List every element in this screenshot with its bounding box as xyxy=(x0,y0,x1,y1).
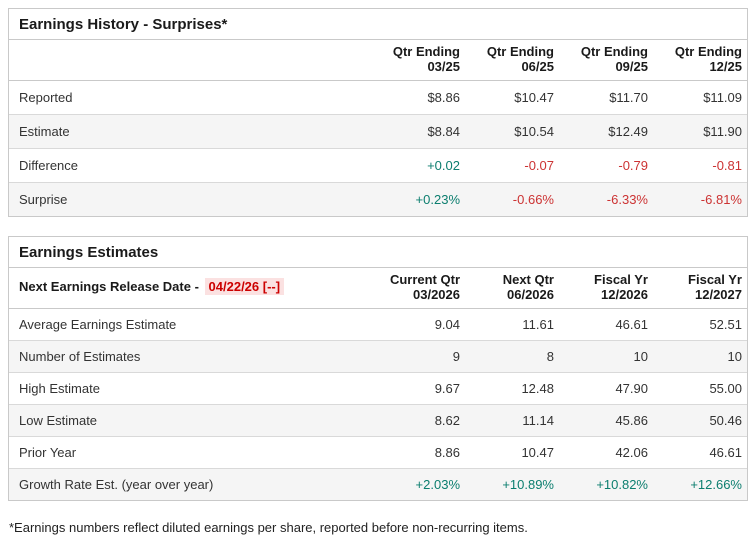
empty-header-cell xyxy=(9,40,371,80)
cell-value: 11.14 xyxy=(522,412,554,428)
cell-value: $10.54 xyxy=(514,123,554,139)
cell-value: -0.07 xyxy=(524,157,554,173)
cell-value: +10.82% xyxy=(596,476,648,492)
earnings-history-title: Earnings History - Surprises* xyxy=(9,9,747,40)
cell-value: 8 xyxy=(546,348,554,364)
table-row: Average Earnings Estimate 9.04 11.61 46.61 5… xyxy=(9,308,747,340)
cell-value: -0.81 xyxy=(712,157,742,173)
cell-value: $11.90 xyxy=(703,123,742,139)
table-row: Low Estimate 8.62 11.14 45.86 50.46 xyxy=(9,404,747,437)
cell-value: $8.86 xyxy=(427,89,460,105)
cell-value: +2.03% xyxy=(415,476,460,492)
cell-value: 8.62 xyxy=(434,412,460,428)
column-header: Fiscal Yr 12/2026 xyxy=(594,271,648,302)
earnings-estimates-section: Earnings Estimates Next Earnings Release… xyxy=(8,235,748,501)
cell-value: $11.70 xyxy=(609,89,648,105)
row-label: Prior Year xyxy=(19,444,77,460)
table-row: Prior Year 8.86 10.47 42.06 46.61 xyxy=(9,436,747,468)
cell-value: 47.90 xyxy=(615,380,648,396)
earnings-estimates-title: Earnings Estimates xyxy=(9,237,747,268)
table-row: High Estimate 9.67 12.48 47.90 55.00 xyxy=(9,372,747,404)
table-row: Number of Estimates 9 8 10 10 xyxy=(9,340,747,373)
column-header: Current Qtr 03/2026 xyxy=(389,271,460,302)
cell-value: 9 xyxy=(452,348,460,364)
table-row: Growth Rate Est. (year over year) +2.03% +… xyxy=(9,468,747,500)
cell-value: $10.47 xyxy=(514,89,554,105)
cell-value: 10 xyxy=(633,348,648,364)
earnings-history-body: Reported $8.86 $10.47 $11.70 $11.09 Estimate $… xyxy=(9,80,747,216)
cell-value: +0.02 xyxy=(427,157,460,173)
earnings-footnote: *Earnings numbers reflect diluted earnin… xyxy=(9,519,528,535)
cell-value: $12.49 xyxy=(608,123,648,139)
column-header: Qtr Ending 03/25 xyxy=(392,44,460,74)
cell-value: 52.51 xyxy=(709,316,742,332)
column-header: Qtr Ending 06/25 xyxy=(486,44,554,74)
cell-value: -6.33% xyxy=(606,191,648,207)
cell-value: 8.86 xyxy=(434,444,460,460)
cell-value: $8.84 xyxy=(427,123,460,139)
earnings-history-section: Earnings History - Surprises* Qtr Ending… xyxy=(8,8,748,217)
cell-value: $11.09 xyxy=(703,89,742,105)
next-earnings-release-date: 04/22/26 [--] xyxy=(204,278,285,296)
cell-value: 50.46 xyxy=(709,412,742,428)
row-label: Average Earnings Estimate xyxy=(19,316,177,332)
row-label: High Estimate xyxy=(19,380,100,396)
cell-value: 46.61 xyxy=(709,444,742,460)
cell-value: -6.81% xyxy=(700,191,742,207)
earnings-estimates-body: Average Earnings Estimate 9.04 11.61 46.61 5… xyxy=(9,308,747,500)
row-label: Low Estimate xyxy=(19,412,98,428)
next-earnings-release-cell: Next Earnings Release Date - 04/22/26 [-… xyxy=(9,268,371,308)
cell-value: 9.04 xyxy=(434,316,460,332)
row-label: Reported xyxy=(19,89,73,105)
row-label: Number of Estimates xyxy=(19,348,141,364)
table-row: Estimate $8.84 $10.54 $12.49 $11.90 xyxy=(9,114,747,149)
row-label: Surprise xyxy=(19,191,68,207)
cell-value: 12.48 xyxy=(521,380,554,396)
table-row: Difference +0.02 -0.07 -0.79 -0.81 xyxy=(9,148,747,182)
cell-value: 45.86 xyxy=(615,412,648,428)
cell-value: 11.61 xyxy=(522,316,554,332)
cell-value: 9.67 xyxy=(434,380,460,396)
cell-value: 10 xyxy=(727,348,742,364)
cell-value: 55.00 xyxy=(709,380,742,396)
earnings-estimates-table: Next Earnings Release Date - 04/22/26 [-… xyxy=(9,268,747,500)
cell-value: 10.47 xyxy=(521,444,554,460)
table-row: Surprise +0.23% -0.66% -6.33% -6.81% xyxy=(9,182,747,216)
earnings-history-table: Qtr Ending 03/25 Qtr Ending 06/25 Qtr Ending… xyxy=(9,40,747,216)
cell-value: +12.66% xyxy=(690,476,742,492)
row-label: Estimate xyxy=(19,123,70,139)
column-header-row: Next Earnings Release Date - 04/22/26 [-… xyxy=(9,268,747,309)
row-label: Growth Rate Est. (year over year) xyxy=(19,476,214,492)
column-header: Next Qtr 06/2026 xyxy=(502,271,554,302)
column-header: Qtr Ending 09/25 xyxy=(580,44,648,74)
table-row: Reported $8.86 $10.47 $11.70 $11.09 xyxy=(9,80,747,114)
row-label: Difference xyxy=(19,157,79,173)
cell-value: 46.61 xyxy=(615,316,648,332)
column-header-row: Qtr Ending 03/25 Qtr Ending 06/25 Qtr Ending… xyxy=(9,40,747,81)
cell-value: -0.66% xyxy=(512,191,554,207)
column-header: Fiscal Yr 12/2027 xyxy=(688,271,742,302)
cell-value: -0.79 xyxy=(618,157,648,173)
column-header: Qtr Ending 12/25 xyxy=(674,44,742,74)
cell-value: +0.23% xyxy=(415,191,460,207)
cell-value: +10.89% xyxy=(502,476,554,492)
cell-value: 42.06 xyxy=(615,444,648,460)
next-earnings-release-label: Next Earnings Release Date - xyxy=(19,279,203,295)
